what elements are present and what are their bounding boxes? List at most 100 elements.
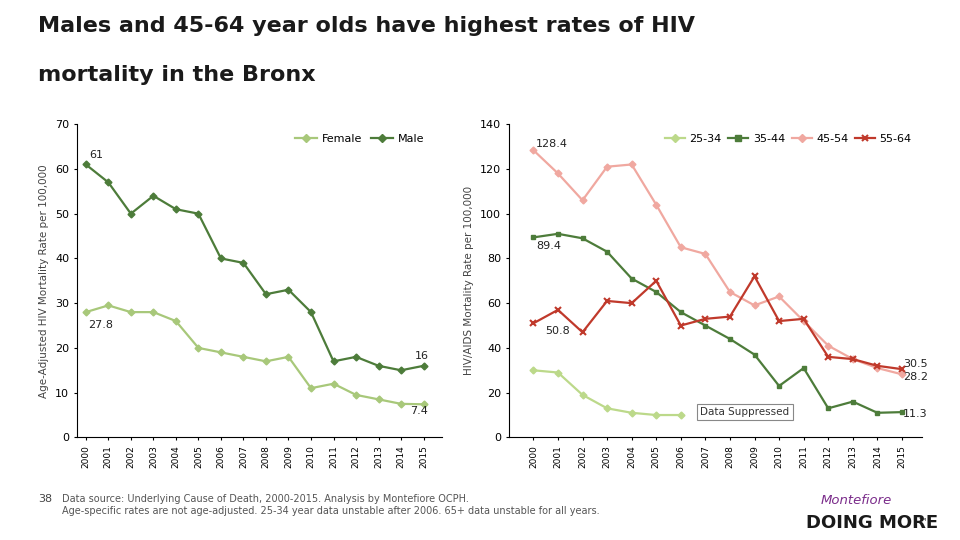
Text: Montefiore: Montefiore xyxy=(821,494,892,507)
Male xyxy=(418,362,429,369)
Male xyxy=(215,255,227,262)
Male xyxy=(350,354,362,360)
45-54 xyxy=(847,356,858,362)
35-44 xyxy=(577,235,588,241)
Text: DOING MORE: DOING MORE xyxy=(806,514,939,532)
Male xyxy=(103,179,114,186)
Female xyxy=(260,358,272,365)
Text: 89.4: 89.4 xyxy=(536,241,561,252)
Text: 28.2: 28.2 xyxy=(903,373,928,382)
35-44 xyxy=(626,275,637,282)
55-64 xyxy=(601,298,612,304)
25-34 xyxy=(651,412,662,418)
45-54 xyxy=(577,197,588,204)
Female xyxy=(327,381,339,387)
Female xyxy=(372,396,384,403)
Line: 45-54: 45-54 xyxy=(531,148,904,377)
55-64 xyxy=(675,322,686,329)
Female xyxy=(148,309,159,315)
55-64 xyxy=(823,354,834,360)
55-64 xyxy=(626,300,637,306)
45-54 xyxy=(700,251,711,257)
45-54 xyxy=(774,293,785,300)
Female xyxy=(305,385,317,392)
35-44 xyxy=(700,322,711,329)
Text: 16: 16 xyxy=(415,351,428,361)
45-54 xyxy=(552,170,564,177)
Text: Data Suppressed: Data Suppressed xyxy=(701,407,789,417)
Y-axis label: HIV/AIDS Mortality Rate per 100,000: HIV/AIDS Mortality Rate per 100,000 xyxy=(465,186,474,375)
Female xyxy=(80,309,91,315)
Line: 35-44: 35-44 xyxy=(531,231,904,415)
55-64 xyxy=(897,366,908,373)
35-44 xyxy=(872,409,883,416)
Text: 7.4: 7.4 xyxy=(410,406,428,416)
Male xyxy=(148,193,159,199)
35-44 xyxy=(823,405,834,411)
Female xyxy=(193,345,204,351)
35-44 xyxy=(528,234,540,241)
Female xyxy=(396,401,407,407)
45-54 xyxy=(528,147,540,153)
Female xyxy=(215,349,227,356)
Male xyxy=(327,358,339,365)
Text: 27.8: 27.8 xyxy=(88,320,113,330)
Male xyxy=(80,161,91,168)
Female xyxy=(125,309,136,315)
35-44 xyxy=(897,409,908,415)
Text: ™: ™ xyxy=(918,516,927,526)
Male xyxy=(193,211,204,217)
Male xyxy=(170,206,181,212)
35-44 xyxy=(847,399,858,405)
45-54 xyxy=(626,161,637,168)
55-64 xyxy=(700,315,711,322)
35-44 xyxy=(651,289,662,295)
25-34 xyxy=(601,405,612,411)
Female xyxy=(350,392,362,398)
Line: 55-64: 55-64 xyxy=(530,273,905,373)
55-64 xyxy=(552,307,564,313)
Legend: Female, Male: Female, Male xyxy=(291,130,429,148)
45-54 xyxy=(823,342,834,349)
Text: 50.8: 50.8 xyxy=(545,327,570,336)
25-34 xyxy=(675,412,686,418)
Female xyxy=(418,401,429,408)
Male xyxy=(125,211,136,217)
45-54 xyxy=(749,302,760,309)
55-64 xyxy=(651,278,662,284)
45-54 xyxy=(798,318,809,325)
45-54 xyxy=(724,289,735,295)
Text: 128.4: 128.4 xyxy=(536,139,567,148)
55-64 xyxy=(774,318,785,325)
Line: Male: Male xyxy=(84,162,426,373)
55-64 xyxy=(577,329,588,335)
35-44 xyxy=(552,231,564,237)
Male xyxy=(238,260,250,266)
25-34 xyxy=(626,409,637,416)
45-54 xyxy=(897,371,908,377)
55-64 xyxy=(798,315,809,322)
45-54 xyxy=(601,164,612,170)
25-34 xyxy=(552,369,564,376)
Male xyxy=(305,309,317,315)
Legend: 25-34, 35-44, 45-54, 55-64: 25-34, 35-44, 45-54, 55-64 xyxy=(660,130,916,148)
35-44 xyxy=(724,336,735,342)
25-34 xyxy=(528,367,540,374)
55-64 xyxy=(872,362,883,369)
Female xyxy=(238,354,250,360)
Line: Female: Female xyxy=(84,303,426,407)
45-54 xyxy=(675,244,686,251)
55-64 xyxy=(847,356,858,362)
35-44 xyxy=(774,383,785,389)
Male xyxy=(282,287,294,293)
Male xyxy=(372,362,384,369)
Text: 11.3: 11.3 xyxy=(903,409,927,419)
45-54 xyxy=(651,201,662,208)
45-54 xyxy=(872,365,883,372)
Text: Males and 45-64 year olds have highest rates of HIV: Males and 45-64 year olds have highest r… xyxy=(38,16,695,36)
35-44 xyxy=(798,365,809,372)
Female xyxy=(282,354,294,360)
Female xyxy=(170,318,181,325)
Text: 38: 38 xyxy=(38,494,53,504)
55-64 xyxy=(528,320,540,327)
